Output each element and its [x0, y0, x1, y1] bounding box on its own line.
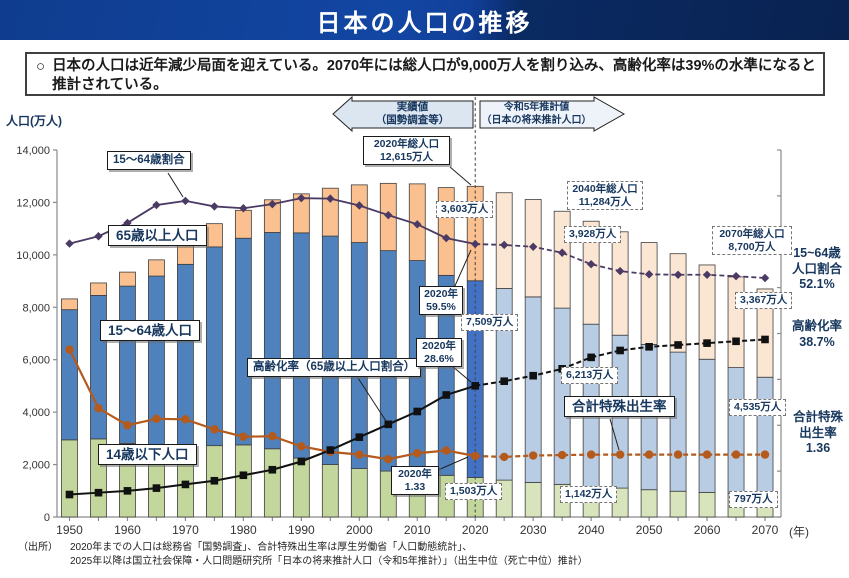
svg-text:2,000: 2,000 — [22, 460, 50, 472]
callout-senior-2070: 3,367万人 — [735, 292, 793, 309]
callout-2020-ratio: 2020年 59.5% — [419, 286, 463, 315]
svg-text:6,000: 6,000 — [22, 355, 50, 367]
svg-text:1970: 1970 — [172, 523, 199, 537]
svg-text:1960: 1960 — [114, 523, 141, 537]
source-note: （出所） 2020年までの人口は総務省「国勢調査」、合計特殊出生率は厚生労働省「… — [18, 541, 588, 568]
callout-under14-2070: 797万人 — [729, 491, 778, 508]
callout-working-2020: 7,509万人 — [461, 314, 519, 331]
x-axis-unit: (年) — [789, 525, 809, 539]
callout-working-2070: 4,535万人 — [729, 399, 787, 416]
y-axis-title: 人口(万人) — [6, 114, 62, 128]
callout-senior-2040: 3,928万人 — [564, 226, 622, 243]
svg-text:1990: 1990 — [288, 523, 315, 537]
svg-text:2030: 2030 — [520, 523, 547, 537]
callout-2040-total: 2040年総人口 11,284万人 — [567, 181, 643, 210]
callout-2020-tfr: 2020年 1.33 — [391, 466, 439, 495]
svg-text:1950: 1950 — [56, 523, 83, 537]
actual-range-banner: 実績値 （国勢調査等） — [375, 101, 450, 126]
svg-text:10,000: 10,000 — [16, 250, 50, 262]
label-under14-pop: 14歳以下人口 — [98, 444, 197, 465]
callout-under14-2020: 1,503万人 — [445, 483, 503, 500]
svg-text:1980: 1980 — [230, 523, 257, 537]
label-senior-pop: 65歳以上人口 — [108, 225, 207, 246]
summary-text: 日本の人口は近年減少局面を迎えている。2070年には総人口が9,000万人を割り… — [52, 58, 816, 93]
svg-text:4,000: 4,000 — [22, 407, 50, 419]
svg-text:2010: 2010 — [404, 523, 431, 537]
svg-text:2070: 2070 — [752, 523, 779, 537]
source-label: （出所） — [18, 542, 58, 553]
label-working-pop: 15～64歳人口 — [100, 320, 201, 341]
side-label-working-ratio: 15~64歳 人口割合 52.1% — [791, 246, 842, 291]
projection-range-banner: 令和5年推計値 （日本の将来推計人口） — [481, 102, 592, 126]
summary-box: ○ 日本の人口は近年減少局面を迎えている。2070年には総人口が9,000万人を… — [25, 52, 825, 96]
svg-text:2040: 2040 — [578, 523, 605, 537]
svg-text:12,000: 12,000 — [16, 197, 50, 209]
callout-2020-total: 2020年総人口 12,615万人 — [363, 136, 450, 165]
callout-2070-total: 2070年総人口 8,700万人 — [712, 226, 792, 255]
page-title: 日本の人口の推移 — [316, 9, 533, 37]
side-label-fertility: 合計特殊 出生率 1.36 — [792, 410, 843, 455]
svg-text:8,000: 8,000 — [22, 302, 50, 314]
svg-text:2050: 2050 — [636, 523, 663, 537]
label-working-ratio: 15～64歳割合 — [107, 151, 191, 170]
title-banner: 日本の人口の推移 — [0, 0, 849, 40]
callout-2020-aging: 2020年 28.6% — [416, 338, 462, 367]
svg-text:2060: 2060 — [694, 523, 721, 537]
svg-text:2020: 2020 — [462, 523, 489, 537]
label-aging-rate: 高齢化率（65歳以上人口割合） — [247, 358, 422, 377]
source-line-1: 2020年までの人口は総務省「国勢調査」、合計特殊出生率は厚生労働省「人口動態統… — [70, 542, 473, 553]
summary-bullet: ○ — [36, 58, 46, 75]
callout-senior-2020: 3,603万人 — [436, 201, 494, 218]
callout-working-2040: 6,213万人 — [561, 367, 619, 384]
svg-text:0: 0 — [44, 512, 50, 524]
label-fertility-rate: 合計特殊出生率 — [564, 396, 675, 417]
callout-under14-2040: 1,142万人 — [560, 486, 618, 503]
svg-text:14,000: 14,000 — [16, 145, 50, 157]
svg-text:2000: 2000 — [346, 523, 373, 537]
source-line-2: 2025年以降は国立社会保障・人口問題研究所「日本の将来推計人口（令和5年推計）… — [70, 555, 588, 567]
side-label-aging-rate: 高齢化率 38.7% — [791, 319, 842, 349]
